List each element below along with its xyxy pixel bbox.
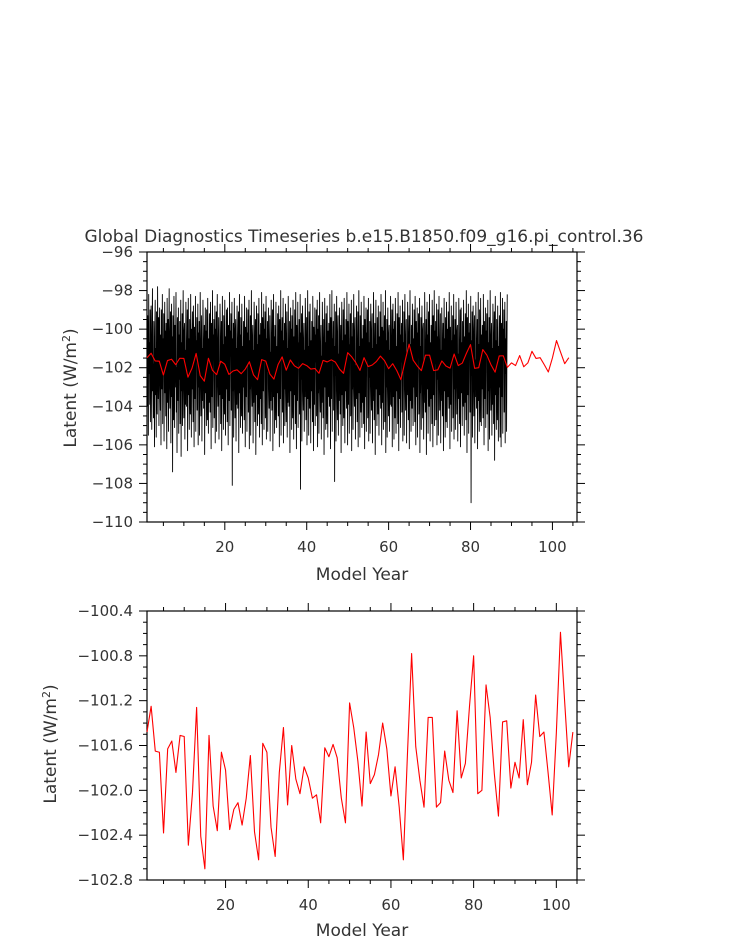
top-y-axis-label-sup: 2: [60, 335, 73, 342]
chart-title: Global Diagnostics Timeseries b.e15.B185…: [85, 227, 644, 247]
bottom-chart-panel: 20 40 60 80 100 −100.4 −100.8 −101.2 −101.6 −102.…: [40, 602, 585, 941]
top-y-axis-label: Latent (W/m2): [60, 328, 82, 447]
y-tick-label: −96: [101, 243, 133, 261]
y-tick-label: −102.0: [77, 781, 133, 799]
x-tick-label: 100: [538, 538, 567, 556]
x-tick-label: 20: [216, 896, 235, 914]
x-tick-label: 40: [297, 538, 316, 556]
y-tick-label: −110: [92, 513, 133, 531]
y-tick-label: −104: [92, 397, 133, 415]
top-y-axis-label-main: Latent (W/m: [61, 342, 81, 448]
y-tick-label: −106: [92, 436, 133, 454]
x-tick-label: 100: [542, 896, 571, 914]
y-tick-label: −100: [92, 320, 133, 338]
y-tick-label: −102: [92, 359, 133, 377]
y-tick-label: −102.4: [77, 826, 133, 844]
bottom-plot-area: 20 40 60 80 100 −100.4 −100.8 −101.2 −101.6 −102.…: [77, 602, 585, 914]
y-tick-label: −101.2: [77, 692, 133, 710]
bottom-y-axis-label-close: ): [41, 684, 61, 691]
y-tick-label: −101.6: [77, 737, 133, 755]
x-tick-label: 40: [299, 896, 318, 914]
y-tick-label: −100.4: [77, 602, 133, 620]
y-tick-label: −100.8: [77, 647, 133, 665]
top-y-axis-label-close: ): [61, 328, 81, 335]
series-line-annual: [146, 339, 570, 382]
top-plot-area: 20 40 60 80 100 −96 −98 −100 −102 −104 −106 −108 −11…: [92, 243, 585, 556]
bottom-x-axis-label: Model Year: [316, 921, 408, 941]
bottom-y-axis-label-main: Latent (W/m: [41, 698, 61, 804]
x-tick-label: 80: [464, 896, 483, 914]
series-line-annual: [146, 631, 574, 870]
x-tick-label: 60: [381, 896, 400, 914]
bottom-y-axis-label-sup: 2: [40, 691, 53, 698]
x-tick-label: 80: [461, 538, 480, 556]
bottom-y-axis-label: Latent (W/m2): [40, 684, 62, 803]
y-tick-label: −102.8: [77, 871, 133, 889]
top-x-axis-label: Model Year: [316, 565, 408, 585]
y-tick-label: −108: [92, 474, 133, 492]
top-chart-panel: Global Diagnostics Timeseries b.e15.B185…: [60, 227, 644, 585]
x-tick-label: 60: [379, 538, 398, 556]
y-tick-label: −98: [101, 282, 133, 300]
x-tick-label: 20: [215, 538, 234, 556]
